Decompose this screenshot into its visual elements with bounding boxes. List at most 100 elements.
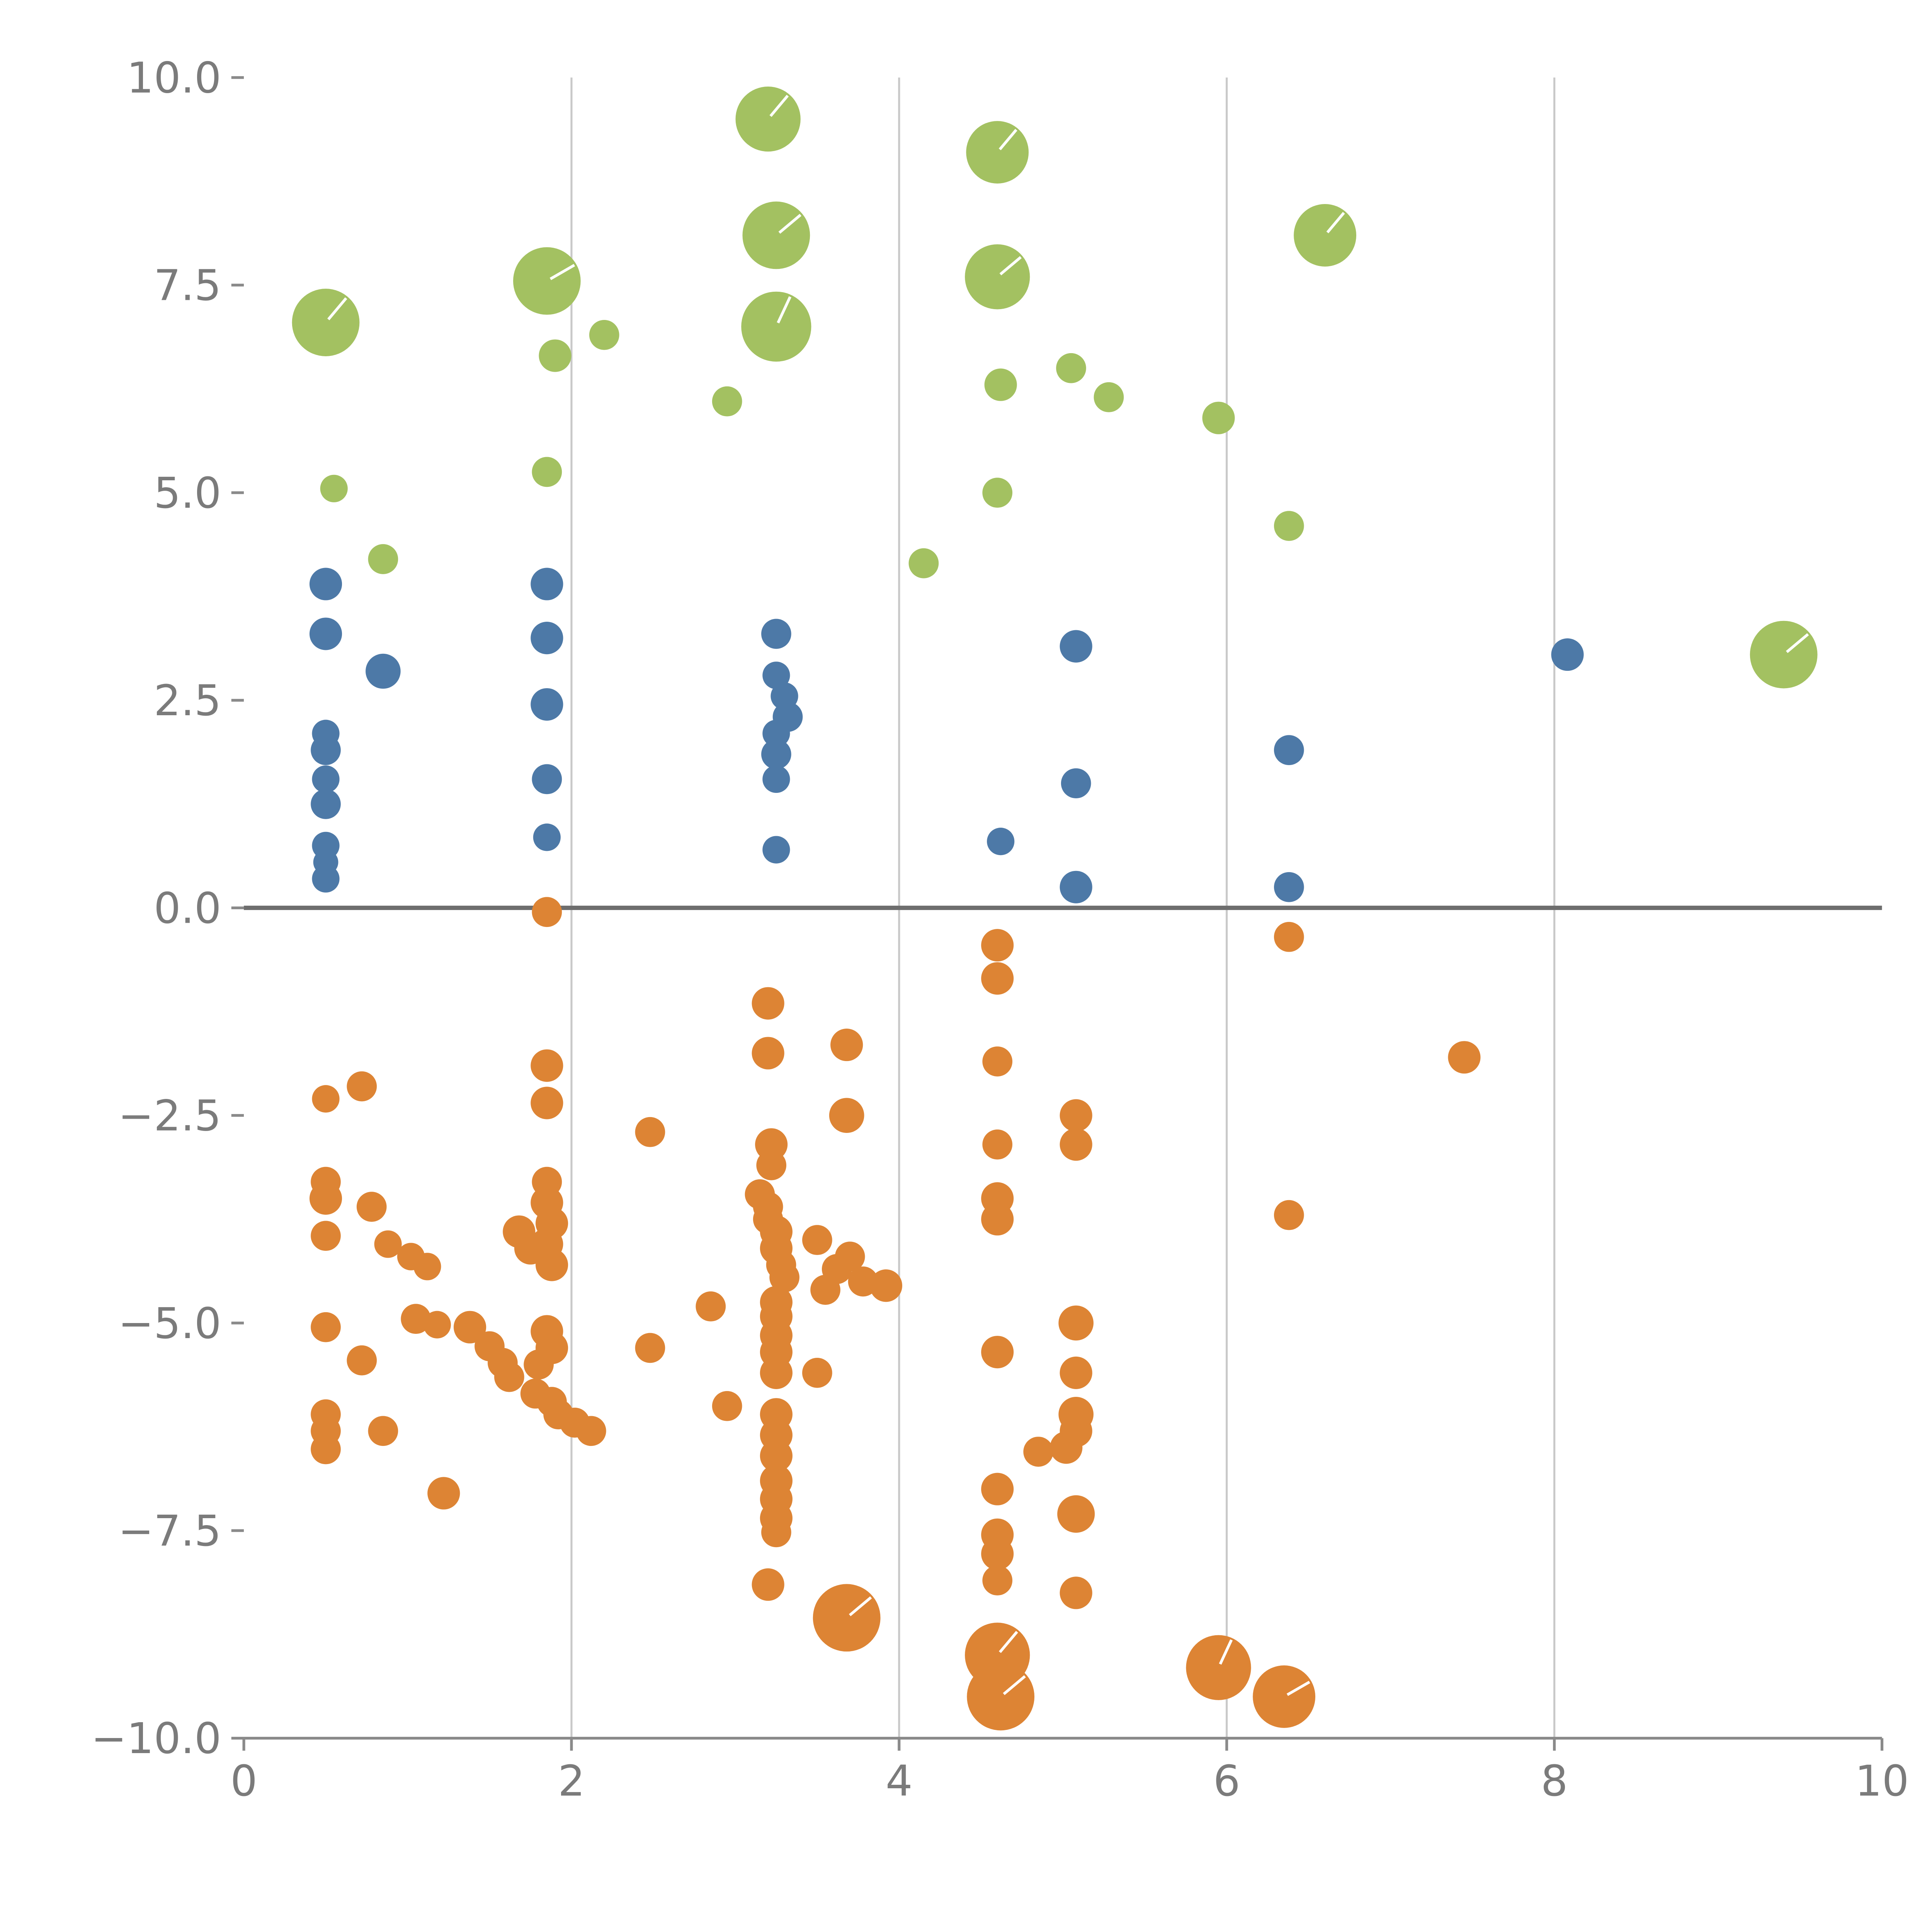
data-point-orange[interactable] [696, 1291, 726, 1321]
data-point-orange[interactable] [760, 1356, 793, 1389]
data-point-orange[interactable] [312, 1085, 340, 1113]
data-point-orange[interactable] [531, 1049, 563, 1082]
data-point-blue[interactable] [312, 765, 340, 793]
data-point-green[interactable] [741, 291, 811, 362]
data-point-blue[interactable] [1551, 638, 1584, 671]
data-point-orange[interactable] [982, 1565, 1013, 1595]
data-point-orange[interactable] [356, 1192, 387, 1222]
data-point-orange[interactable] [802, 1225, 832, 1255]
data-point-orange[interactable] [536, 1332, 568, 1364]
data-point-blue[interactable] [312, 865, 340, 893]
data-point-blue[interactable] [762, 662, 790, 689]
data-point-orange[interactable] [712, 1391, 742, 1421]
data-point-orange[interactable] [981, 1203, 1014, 1236]
data-point-orange[interactable] [311, 1434, 341, 1464]
data-point-green[interactable] [1294, 204, 1357, 267]
data-point-orange[interactable] [981, 1336, 1014, 1369]
data-point-green[interactable] [368, 544, 398, 574]
data-point-orange[interactable] [374, 1230, 402, 1258]
data-point-orange[interactable] [766, 1250, 796, 1280]
data-point-blue[interactable] [309, 617, 342, 650]
data-point-orange[interactable] [1060, 1577, 1092, 1609]
data-point-orange[interactable] [311, 1221, 341, 1251]
data-point-orange[interactable] [494, 1362, 524, 1392]
data-point-blue[interactable] [531, 688, 563, 721]
data-point-blue[interactable] [762, 765, 790, 793]
data-point-orange[interactable] [1274, 1200, 1304, 1230]
data-point-green[interactable] [539, 339, 571, 372]
data-point-blue[interactable] [531, 622, 563, 655]
data-point-orange[interactable] [835, 1242, 865, 1272]
data-point-orange[interactable] [981, 929, 1014, 962]
data-point-green[interactable] [1094, 382, 1124, 412]
data-point-green[interactable] [1750, 621, 1818, 689]
data-point-orange[interactable] [1060, 1356, 1092, 1389]
data-point-green[interactable] [966, 121, 1029, 184]
data-point-blue[interactable] [1060, 871, 1092, 903]
data-point-orange[interactable] [454, 1311, 486, 1344]
data-point-blue[interactable] [532, 764, 562, 794]
data-point-blue[interactable] [1274, 872, 1304, 902]
data-point-orange[interactable] [1274, 922, 1304, 952]
data-point-green[interactable] [320, 474, 348, 502]
data-point-orange[interactable] [760, 1439, 793, 1472]
data-point-blue[interactable] [762, 836, 790, 864]
data-point-green[interactable] [965, 244, 1030, 310]
data-point-orange[interactable] [869, 1269, 903, 1302]
data-point-green[interactable] [735, 86, 801, 152]
data-point-blue[interactable] [311, 789, 341, 819]
data-point-orange[interactable] [810, 1275, 840, 1305]
data-point-orange[interactable] [752, 987, 784, 1020]
data-point-orange[interactable] [967, 1663, 1035, 1731]
data-point-blue[interactable] [1060, 630, 1092, 663]
data-point-blue[interactable] [1274, 735, 1304, 765]
data-point-orange[interactable] [981, 962, 1014, 995]
data-point-orange[interactable] [829, 1098, 864, 1133]
data-point-orange[interactable] [576, 1416, 606, 1446]
data-point-orange[interactable] [752, 1568, 784, 1601]
data-point-blue[interactable] [761, 739, 791, 769]
data-point-orange[interactable] [982, 1129, 1013, 1160]
data-point-orange[interactable] [982, 1046, 1013, 1077]
data-point-orange[interactable] [309, 1182, 342, 1215]
data-point-orange[interactable] [1253, 1665, 1316, 1728]
data-point-orange[interactable] [1058, 1305, 1094, 1341]
data-point-orange[interactable] [413, 1253, 441, 1281]
data-point-blue[interactable] [366, 653, 401, 689]
data-point-orange[interactable] [1060, 1128, 1092, 1161]
data-point-blue[interactable] [531, 568, 563, 600]
data-point-orange[interactable] [756, 1150, 787, 1180]
data-point-orange[interactable] [1186, 1635, 1251, 1700]
data-point-green[interactable] [589, 320, 619, 350]
data-point-green[interactable] [712, 386, 742, 417]
data-point-green[interactable] [742, 201, 810, 269]
data-point-orange[interactable] [802, 1358, 832, 1388]
data-point-blue[interactable] [1061, 768, 1091, 799]
data-point-blue[interactable] [762, 719, 790, 747]
data-point-orange[interactable] [423, 1311, 451, 1338]
data-point-orange[interactable] [830, 1029, 863, 1061]
data-point-orange[interactable] [368, 1416, 398, 1446]
data-point-orange[interactable] [761, 1517, 791, 1548]
data-point-green[interactable] [1274, 511, 1304, 541]
data-point-green[interactable] [513, 247, 581, 315]
data-point-orange[interactable] [981, 1473, 1014, 1505]
data-point-blue[interactable] [309, 568, 342, 600]
data-point-blue[interactable] [533, 823, 561, 851]
data-point-orange[interactable] [1050, 1431, 1083, 1464]
data-point-orange[interactable] [536, 1248, 568, 1281]
data-point-green[interactable] [532, 457, 562, 487]
data-point-green[interactable] [982, 478, 1013, 508]
data-point-blue[interactable] [761, 619, 791, 649]
data-point-orange[interactable] [311, 1312, 341, 1342]
data-point-green[interactable] [1056, 353, 1086, 383]
data-point-green[interactable] [1202, 401, 1235, 434]
data-point-orange[interactable] [1057, 1495, 1095, 1533]
data-point-orange[interactable] [813, 1584, 881, 1652]
data-point-orange[interactable] [1023, 1437, 1054, 1467]
data-point-green[interactable] [984, 368, 1017, 401]
data-point-orange[interactable] [401, 1304, 431, 1334]
data-point-blue[interactable] [987, 828, 1015, 855]
data-point-orange[interactable] [531, 1087, 563, 1119]
data-point-orange[interactable] [347, 1071, 377, 1102]
